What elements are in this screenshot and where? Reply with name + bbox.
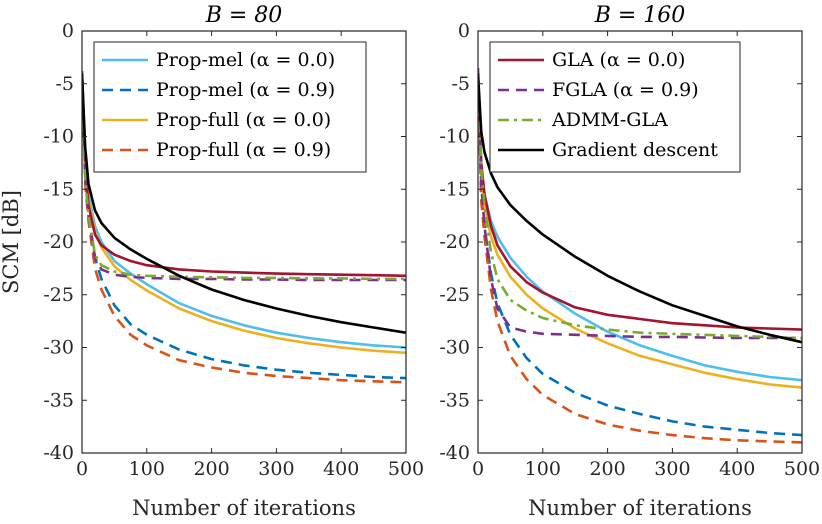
series-line-6 [82,71,406,282]
x-tick-label: 400 [719,458,755,480]
y-tick-label: -10 [43,126,74,148]
x-tick-label: 300 [258,458,294,480]
legend-label: Prop-mel (α = 0.0) [156,49,335,71]
series-line-7 [478,73,802,340]
legend-label: Prop-full (α = 0.0) [156,109,331,131]
y-tick-label: 0 [458,20,470,42]
legend-label: ADMM-GLA [551,109,668,131]
y-tick-label: -25 [43,284,74,306]
chart-title: B = 160 [594,3,686,28]
y-tick-label: -15 [439,178,470,200]
series-line-6 [478,67,802,340]
legend-label: Gradient descent [552,139,718,161]
series-group [478,67,802,444]
y-tick-label: -35 [43,389,74,411]
x-tick-label: 0 [76,458,88,480]
x-tick-label: 100 [129,458,165,480]
legend: GLA (α = 0.0) FGLA (α = 0.9) ADMM-GLA Gradi… [489,41,741,173]
series-line-5 [478,73,802,331]
x-axis-label: Number of iterations [528,496,752,520]
x-tick-label: 500 [784,458,820,480]
x-tick-label: 300 [654,458,690,480]
x-tick-label: 200 [589,458,625,480]
y-tick-label: -20 [439,231,470,253]
y-tick-label: -40 [439,442,470,464]
legend: Prop-mel (α = 0.0) Prop-mel (α = 0.9) Prop… [93,41,367,173]
legend-label: Prop-mel (α = 0.9) [156,79,335,101]
y-tick-label: -40 [43,442,74,464]
y-tick-label: -20 [43,231,74,253]
x-tick-label: 500 [388,458,424,480]
legend-label: GLA (α = 0.0) [552,49,685,71]
y-tick-label: -35 [439,389,470,411]
series-line-4 [82,73,406,384]
legend-label: Prop-full (α = 0.9) [156,139,331,161]
series-line-2 [478,73,802,437]
x-tick-label: 200 [193,458,229,480]
y-tick-label: -10 [439,126,470,148]
chart-panel-1: 0 100 200 300 400 500 0 -5 -10 -15 -20 -25 -30 -35 -40… [0,3,424,520]
y-tick-label: -30 [43,337,74,359]
x-tick-label: 0 [472,458,484,480]
y-tick-label: -5 [451,73,470,95]
chart-panel-2: 0 100 200 300 400 500 0 -5 -10 -15 -20 -25 -30 -35 -40… [439,3,820,520]
y-tick-label: -5 [55,73,74,95]
series-line-8 [478,73,802,344]
y-tick-label: -25 [439,284,470,306]
y-tick-label: -15 [43,178,74,200]
chart-title: B = 80 [205,3,283,28]
y-axis-label: SCM [dB] [0,190,23,294]
x-tick-label: 400 [323,458,359,480]
y-tick-label: 0 [62,20,74,42]
series-line-8 [82,73,406,334]
x-axis-label: Number of iterations [132,496,356,520]
series-group [82,71,406,384]
y-tick-label: -30 [439,337,470,359]
series-line-7 [82,73,406,281]
series-line-4 [478,73,802,444]
legend-label: FGLA (α = 0.9) [552,79,699,101]
x-tick-label: 100 [525,458,561,480]
